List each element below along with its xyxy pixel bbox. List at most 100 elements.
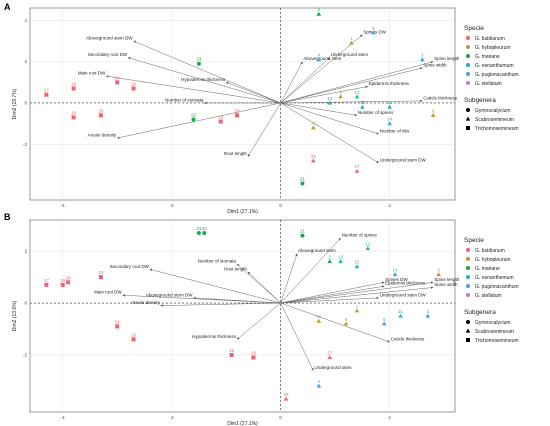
loading-arrow: [236, 263, 281, 304]
point-marker-triangle: [283, 396, 289, 401]
point-label: 24: [115, 319, 121, 324]
point-marker-triangle: [327, 259, 332, 264]
legend-species-label: G. mariane: [475, 54, 500, 60]
point-marker-square: [98, 275, 103, 280]
point-label: 23: [196, 226, 202, 231]
point-label: 17: [44, 88, 50, 93]
legend: Specie G. baldianum G. hybopleurum G. maria…: [464, 25, 519, 132]
loading-label: Number of spines: [358, 110, 394, 115]
loading-arrow: [106, 75, 281, 104]
legend-species-label: G. stellatum: [475, 293, 502, 299]
loading-label: Underground stem DW: [380, 292, 427, 297]
point-label: 15: [354, 260, 360, 265]
legend-subgenus-title: Subgenera: [464, 309, 496, 316]
legend-species-swatch: [466, 54, 470, 58]
y-tick-label: 2: [24, 59, 27, 64]
point-marker-circle: [466, 108, 470, 112]
panel-label: B: [4, 212, 11, 222]
loading-arrow: [280, 61, 434, 104]
point-label: 27: [327, 351, 333, 356]
point-marker-square: [218, 119, 223, 124]
x-tick-label: 0: [279, 203, 282, 208]
loading-label: Number of stomata: [198, 259, 237, 264]
legend-species-swatch: [466, 293, 470, 297]
point-label: 2: [318, 7, 321, 12]
legend-species-label: G. baldianum: [475, 36, 505, 42]
point-marker-triangle: [316, 11, 322, 16]
legend-species-swatch: [466, 72, 470, 76]
loading-arrow: [280, 61, 303, 104]
panel-label: A: [4, 2, 11, 12]
point-label: 23: [196, 57, 202, 62]
point-label: 13: [338, 255, 344, 260]
point-label: 19: [60, 278, 66, 283]
legend-subgenus-label: Scabrosemineum: [475, 329, 514, 335]
point-marker-triangle: [338, 259, 343, 264]
legend-species-label: G. stellatum: [475, 81, 502, 87]
legend-subgenus-label: Trichomosemineum: [475, 338, 519, 344]
loading-label: Secondary root DW: [110, 264, 150, 269]
point-marker-square: [131, 86, 136, 91]
loading-label: Underground stem DW: [380, 157, 427, 162]
point-label: 10: [311, 121, 317, 126]
y-tick-label: 0: [24, 100, 27, 105]
loading-label: Hoot length: [224, 266, 248, 271]
point-marker-square: [251, 355, 256, 360]
point-marker-circle: [196, 230, 201, 235]
point-label: 8: [432, 108, 435, 113]
point-label: 18: [66, 275, 72, 280]
y-tick-label: -2: [23, 142, 27, 147]
loading-label: Number of spines: [342, 233, 378, 238]
point-label: 21: [300, 229, 306, 234]
point-label: 3: [426, 309, 429, 314]
point-marker-square: [229, 352, 234, 357]
loading-arrow: [127, 56, 281, 104]
x-tick-label: -4: [61, 203, 65, 208]
point-marker-triangle: [316, 57, 322, 62]
loading-label: Spine width: [423, 62, 447, 67]
point-marker-square: [71, 115, 76, 120]
point-marker-circle: [202, 230, 207, 235]
x-tick-label: -4: [61, 415, 65, 420]
point-marker-triangle: [387, 121, 392, 126]
loading-arrow: [225, 81, 281, 104]
loading-arrow: [133, 40, 281, 104]
loading-label: Number of ribs: [380, 128, 410, 133]
point-label: 28: [235, 108, 241, 113]
loading-arrow: [122, 294, 281, 304]
point-marker-triangle: [327, 355, 332, 360]
legend-species-label: G. hybopleurum: [475, 257, 511, 263]
point-label: 12: [354, 90, 360, 95]
y-tick-label: 2: [24, 249, 27, 254]
legend-species-label: G. pugionacanthum: [475, 72, 519, 78]
legend-subgenus-label: Trichomosemineum: [475, 126, 519, 132]
point-marker-triangle: [354, 168, 360, 173]
point-label: 24: [115, 75, 121, 80]
y-tick-label: 4: [24, 18, 27, 23]
legend: Specie G. baldianum G. hybopleurum G. maria…: [464, 237, 519, 344]
point-marker-triangle: [465, 328, 471, 333]
point-label: 5: [372, 26, 375, 31]
point-marker-triangle: [354, 94, 360, 99]
point-label: 22: [191, 112, 197, 117]
point-label: 9: [339, 90, 342, 95]
loading-arrow: [280, 102, 379, 135]
point-marker-triangle: [349, 40, 354, 45]
loading-label: Epidermis thickness: [385, 281, 426, 286]
loading-arrow: [280, 102, 358, 117]
point-marker-square: [66, 280, 71, 285]
loading-arrow: [236, 302, 281, 340]
point-marker-circle: [300, 181, 305, 186]
point-marker-triangle: [338, 94, 343, 99]
loading-arrow: [193, 296, 281, 304]
loading-label: Hypodermis thickness: [181, 77, 226, 82]
legend-species-label: G. baldianum: [475, 248, 505, 254]
loading-label: Epidermis thickness: [369, 81, 410, 86]
loading-label: Aboveground stem: [298, 248, 336, 253]
point-marker-triangle: [354, 308, 360, 313]
point-label: 16: [131, 82, 137, 87]
y-axis-label: Dim2 (13.6%): [12, 300, 18, 331]
point-label: 13: [327, 96, 333, 101]
